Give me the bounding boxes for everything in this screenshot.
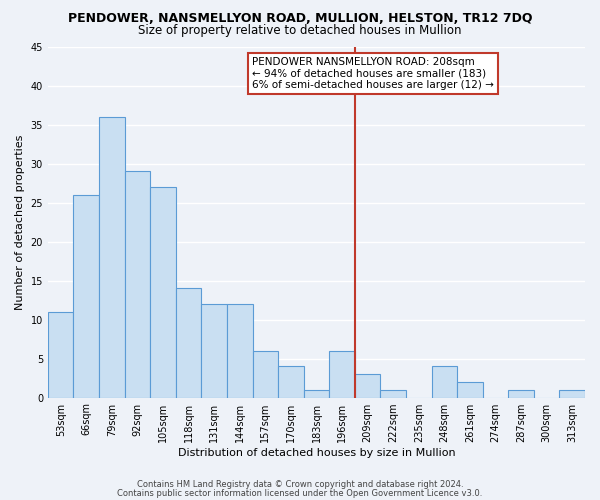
Bar — [457, 382, 482, 398]
Text: Contains HM Land Registry data © Crown copyright and database right 2024.: Contains HM Land Registry data © Crown c… — [137, 480, 463, 489]
Bar — [125, 172, 150, 398]
Bar — [380, 390, 406, 398]
Text: Size of property relative to detached houses in Mullion: Size of property relative to detached ho… — [138, 24, 462, 37]
Text: PENDOWER, NANSMELLYON ROAD, MULLION, HELSTON, TR12 7DQ: PENDOWER, NANSMELLYON ROAD, MULLION, HEL… — [68, 12, 532, 26]
Y-axis label: Number of detached properties: Number of detached properties — [15, 134, 25, 310]
Bar — [73, 194, 99, 398]
Bar — [227, 304, 253, 398]
Bar — [150, 187, 176, 398]
Bar — [329, 351, 355, 398]
Text: Contains public sector information licensed under the Open Government Licence v3: Contains public sector information licen… — [118, 490, 482, 498]
Bar — [559, 390, 585, 398]
Bar — [176, 288, 202, 398]
Bar — [508, 390, 534, 398]
Text: PENDOWER NANSMELLYON ROAD: 208sqm
← 94% of detached houses are smaller (183)
6% : PENDOWER NANSMELLYON ROAD: 208sqm ← 94% … — [252, 57, 494, 90]
Bar — [355, 374, 380, 398]
Bar — [431, 366, 457, 398]
Bar — [48, 312, 73, 398]
Bar — [99, 116, 125, 398]
Bar — [202, 304, 227, 398]
Bar — [253, 351, 278, 398]
X-axis label: Distribution of detached houses by size in Mullion: Distribution of detached houses by size … — [178, 448, 455, 458]
Bar — [278, 366, 304, 398]
Bar — [304, 390, 329, 398]
